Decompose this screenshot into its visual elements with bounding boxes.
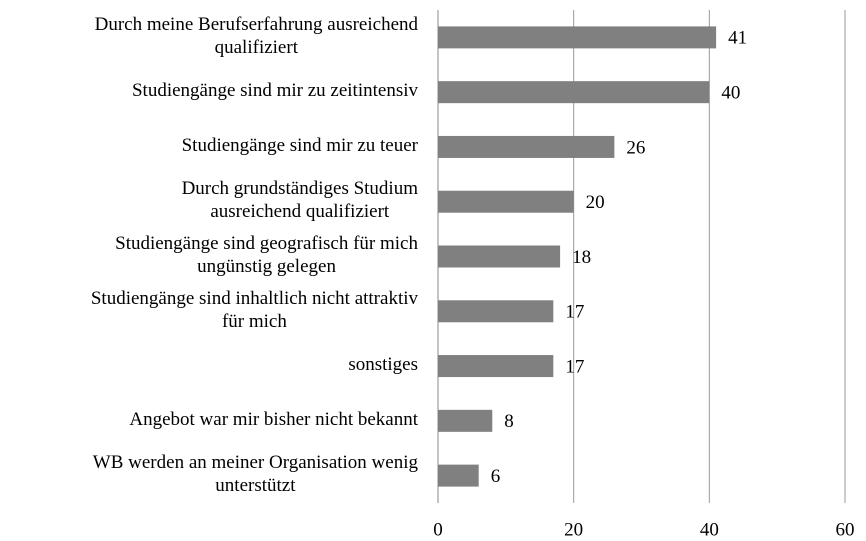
bar: [438, 464, 479, 487]
y-tick-label: Durch grundständiges Studium ausreichend …: [182, 179, 419, 223]
y-tick-label: Angebot war mir bisher nicht bekannt: [129, 409, 418, 430]
data-label: 41: [728, 28, 747, 49]
bar: [438, 300, 554, 323]
x-tick-label: 0: [433, 519, 443, 540]
y-tick-label: Studiengänge sind geografisch für mich un…: [115, 233, 418, 277]
y-tick-label: sonstiges: [348, 354, 418, 375]
bar: [438, 81, 710, 104]
data-label: 18: [572, 247, 591, 268]
data-label: 20: [586, 192, 605, 213]
data-label: 6: [491, 466, 501, 487]
y-tick-label: Studiengänge sind inhaltlich nicht attra…: [91, 288, 419, 332]
data-label: 40: [721, 83, 740, 104]
data-label: 17: [565, 302, 584, 323]
x-tick-label: 20: [564, 519, 583, 540]
x-tick-label: 60: [836, 519, 855, 540]
bar: [438, 409, 493, 432]
bar: [438, 245, 561, 268]
bar: [438, 26, 717, 49]
data-label: 8: [504, 411, 514, 432]
y-tick-label: Studiengänge sind mir zu teuer: [182, 135, 419, 156]
data-label: 26: [626, 137, 645, 158]
bar: [438, 190, 574, 213]
y-tick-label: Durch meine Berufserfahrung ausreichend q…: [95, 14, 419, 58]
y-tick-label: Studiengänge sind mir zu zeitintensiv: [132, 81, 419, 102]
y-tick-label: WB werden an meiner Organisation wenig un…: [93, 452, 419, 496]
data-label: 17: [565, 356, 584, 377]
bar: [438, 135, 615, 158]
x-tick-label: 40: [700, 519, 719, 540]
bar: [438, 355, 554, 378]
